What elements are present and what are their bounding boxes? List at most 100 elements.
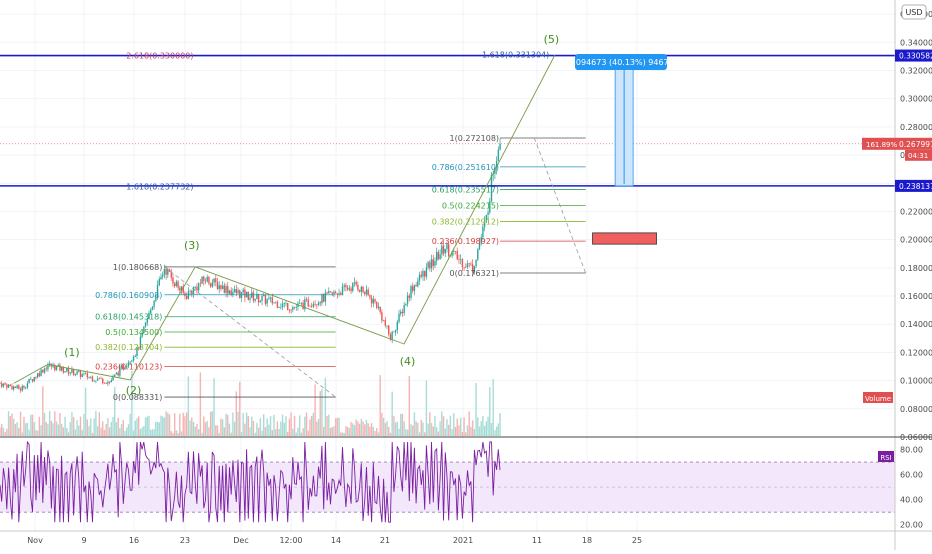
time-tick-label: 12:00	[279, 536, 302, 545]
volume-bar	[285, 416, 287, 436]
volume-bar	[170, 430, 172, 436]
candle-body	[475, 259, 477, 267]
volume-bar	[495, 426, 498, 436]
volume-bar	[314, 384, 316, 436]
volume-bar	[173, 413, 176, 436]
volume-bar	[382, 417, 385, 436]
volume-bar	[415, 421, 417, 436]
time-tick-label: Dec	[233, 536, 248, 545]
candle-body	[463, 266, 465, 268]
volume-bar	[165, 411, 167, 436]
candle-body	[420, 274, 422, 277]
candle-body	[185, 295, 188, 299]
candle-body	[310, 306, 313, 307]
volume-bar	[6, 428, 8, 436]
candle-body	[394, 329, 397, 333]
volume-bar	[425, 380, 428, 436]
candle-body	[454, 251, 457, 252]
candle-body	[215, 278, 217, 282]
volume-bar	[117, 417, 119, 436]
candle-body	[177, 281, 179, 288]
volume-bar	[194, 426, 196, 436]
percent-label-bg	[862, 137, 895, 150]
candle-body	[19, 388, 22, 391]
volume-bar	[16, 422, 18, 436]
candle-body	[350, 288, 352, 291]
candle-body	[100, 378, 102, 380]
volume-bar	[264, 427, 267, 436]
volume-bar	[96, 426, 99, 436]
candle-body	[459, 259, 462, 260]
candle-body	[180, 286, 183, 291]
candle-body	[55, 366, 58, 371]
volume-bar	[446, 419, 448, 436]
volume-bar	[369, 426, 371, 436]
drawing-tools[interactable]: 1(0.180668) 0.786(0.160908) 0.618(0.145318…	[0, 33, 895, 402]
volume-bar	[189, 420, 191, 436]
volume-bar	[362, 421, 364, 436]
candle-body	[435, 252, 438, 261]
currency-badge[interactable]: USD	[901, 4, 927, 20]
rsi-tick-label: 40.00	[900, 496, 923, 505]
volume-bar	[432, 426, 434, 436]
time-axis[interactable]: Nov 9 16 23 Dec 12:00 14 21 2021 11 18 25	[27, 536, 642, 545]
volume-bar	[388, 426, 390, 436]
volume-bar	[107, 418, 109, 436]
volume-bar	[429, 412, 431, 436]
volume-bar	[345, 426, 347, 436]
volume-bar	[182, 412, 184, 436]
volume-bar	[204, 422, 207, 436]
candle-body	[158, 279, 160, 286]
time-tick-label: 23	[180, 536, 190, 545]
candle-body	[477, 249, 479, 260]
volume-bar	[281, 414, 284, 436]
candle-body	[78, 370, 80, 372]
candle-body	[31, 379, 34, 382]
rsi-axis[interactable]: 80.00 60.00 40.00 20.00	[900, 446, 923, 530]
price-label-bg	[895, 49, 932, 62]
candle-body	[293, 307, 296, 308]
volume-bar	[442, 416, 445, 436]
volume-bar	[288, 418, 291, 436]
fib-left-label: 0.5(0.134500)	[105, 328, 162, 337]
fib-right-label: 0.236(0.198927)	[432, 237, 499, 246]
candle-body	[302, 302, 304, 310]
candle-body	[309, 306, 311, 307]
candle-body	[175, 281, 178, 287]
candle-body	[11, 385, 13, 390]
volume-bar	[447, 424, 450, 436]
candle-body	[386, 325, 388, 327]
candle-body	[153, 300, 155, 307]
candle-body	[304, 299, 306, 310]
volume-bar	[473, 428, 476, 436]
fib-right-label: 0.5(0.224215)	[442, 202, 499, 211]
volume-bar	[191, 417, 193, 436]
volume-bar	[69, 422, 71, 436]
volume-bar	[110, 422, 113, 436]
candle-body	[418, 274, 421, 281]
candle-body	[396, 321, 398, 330]
volume-bar	[31, 414, 34, 436]
candle-body	[381, 312, 383, 321]
volume-bar	[393, 415, 395, 436]
volume-bar	[201, 432, 203, 436]
candle-body	[437, 252, 440, 260]
volume-bar	[454, 426, 457, 436]
candle-body	[254, 298, 256, 301]
candle-body	[204, 280, 207, 282]
volume-bar	[151, 429, 154, 436]
candle-body	[30, 379, 32, 380]
candle-body	[287, 303, 289, 310]
candle-body	[103, 383, 106, 384]
candle-body	[220, 285, 222, 289]
candle-body	[269, 297, 272, 299]
volume-bar	[235, 391, 238, 436]
volume-bar	[206, 421, 208, 436]
volume-bar	[494, 430, 496, 436]
volume-bar	[114, 386, 116, 436]
volume-bar	[309, 419, 311, 436]
volume-bar	[391, 391, 393, 436]
